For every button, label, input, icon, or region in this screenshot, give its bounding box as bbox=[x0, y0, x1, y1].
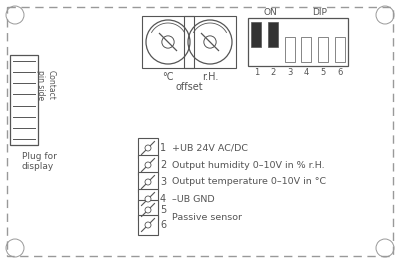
Text: Contact
pin side: Contact pin side bbox=[36, 70, 56, 100]
Text: –UB GND: –UB GND bbox=[172, 195, 215, 204]
Bar bbox=[138, 155, 158, 175]
Bar bbox=[142, 16, 194, 68]
Circle shape bbox=[145, 145, 151, 151]
Circle shape bbox=[145, 196, 151, 202]
Text: DIP: DIP bbox=[312, 8, 328, 17]
Text: ON: ON bbox=[263, 8, 277, 17]
Text: °C: °C bbox=[162, 72, 174, 82]
Bar bbox=[318, 37, 328, 62]
Text: 3: 3 bbox=[287, 68, 292, 77]
Bar bbox=[138, 200, 158, 220]
Text: Plug for
display: Plug for display bbox=[22, 152, 57, 171]
Bar bbox=[138, 215, 158, 235]
Circle shape bbox=[145, 162, 151, 168]
Circle shape bbox=[145, 222, 151, 228]
Text: 2: 2 bbox=[160, 160, 166, 170]
Text: Passive sensor: Passive sensor bbox=[172, 213, 242, 222]
Text: 1: 1 bbox=[254, 68, 259, 77]
Bar bbox=[334, 37, 345, 62]
Text: +UB 24V AC/DC: +UB 24V AC/DC bbox=[172, 144, 248, 153]
Bar bbox=[251, 22, 262, 47]
Text: 4: 4 bbox=[304, 68, 309, 77]
Bar bbox=[138, 172, 158, 192]
Text: r.H.: r.H. bbox=[202, 72, 218, 82]
Circle shape bbox=[145, 179, 151, 185]
Text: 5: 5 bbox=[160, 205, 166, 215]
Text: 3: 3 bbox=[160, 177, 166, 187]
Text: 1: 1 bbox=[160, 143, 166, 153]
Bar bbox=[301, 37, 312, 62]
Text: offset: offset bbox=[175, 82, 203, 92]
Text: Output temperature 0–10V in °C: Output temperature 0–10V in °C bbox=[172, 178, 326, 186]
Bar bbox=[184, 16, 236, 68]
Text: 2: 2 bbox=[270, 68, 276, 77]
Circle shape bbox=[145, 207, 151, 213]
Text: Output humidity 0–10V in % r.H.: Output humidity 0–10V in % r.H. bbox=[172, 160, 325, 169]
Bar bbox=[248, 18, 348, 66]
Text: 5: 5 bbox=[320, 68, 326, 77]
Bar bbox=[138, 138, 158, 158]
Text: 6: 6 bbox=[337, 68, 342, 77]
Bar bbox=[268, 22, 278, 47]
Bar bbox=[10, 55, 38, 145]
Bar bbox=[138, 189, 158, 209]
Text: 4: 4 bbox=[160, 194, 166, 204]
Text: 6: 6 bbox=[160, 220, 166, 230]
Bar bbox=[284, 37, 295, 62]
